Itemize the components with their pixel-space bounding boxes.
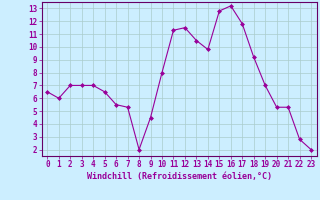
X-axis label: Windchill (Refroidissement éolien,°C): Windchill (Refroidissement éolien,°C) xyxy=(87,172,272,181)
